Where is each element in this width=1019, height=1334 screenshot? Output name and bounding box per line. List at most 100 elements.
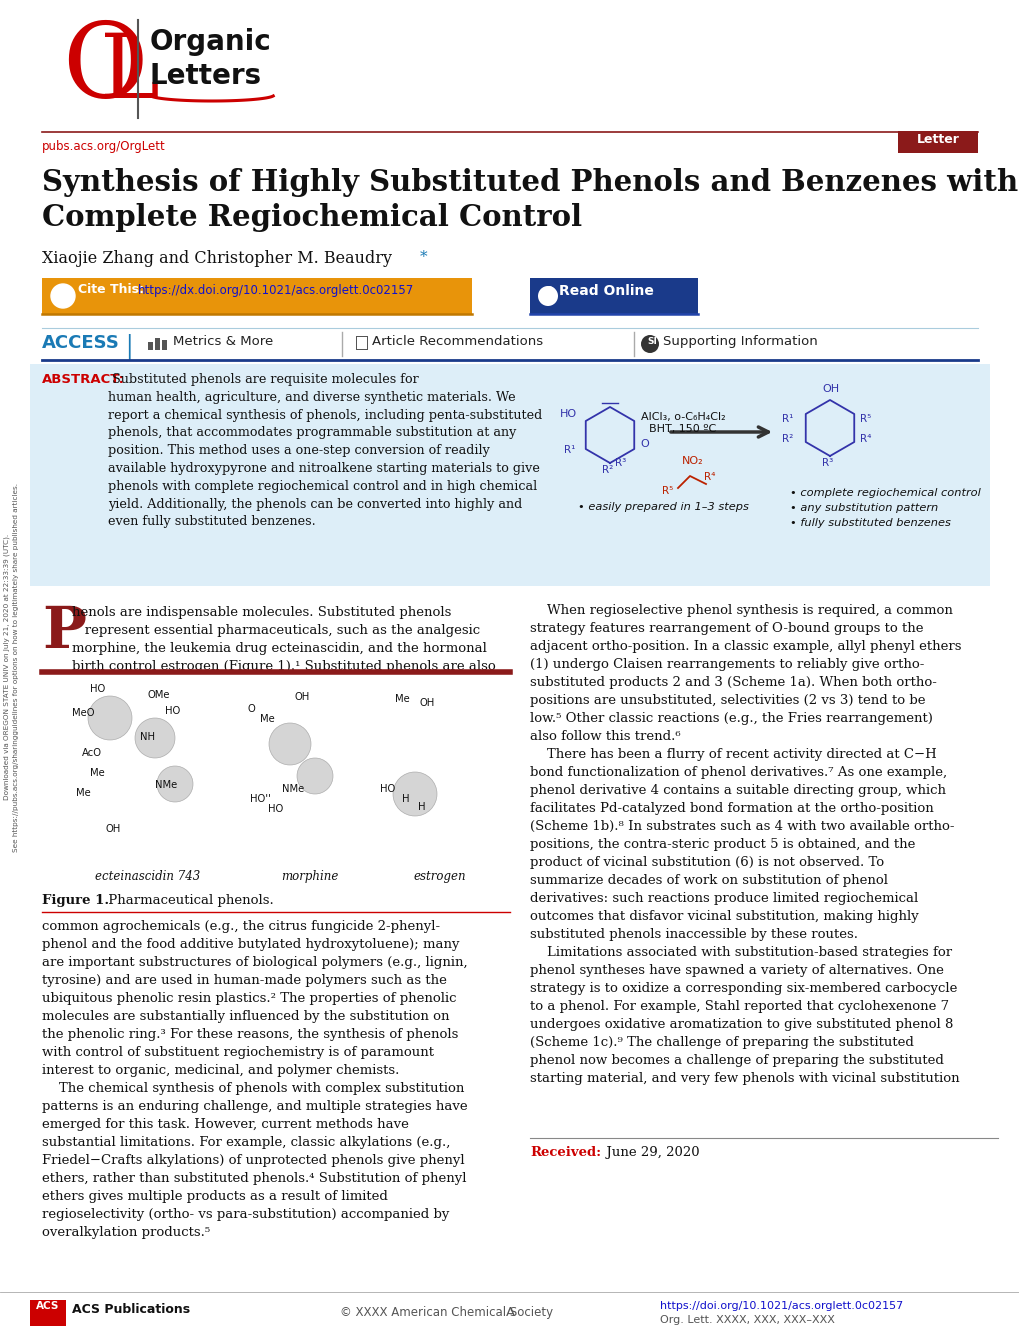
Text: pubs.acs.org/OrgLett: pubs.acs.org/OrgLett [42, 140, 166, 153]
Text: R⁵: R⁵ [859, 414, 870, 424]
Text: • easily prepared in 1–3 steps: • easily prepared in 1–3 steps [578, 502, 748, 512]
Text: OH: OH [294, 692, 310, 702]
Text: ecteinascidin 743: ecteinascidin 743 [96, 870, 201, 883]
Text: MeO: MeO [72, 708, 95, 718]
Text: Me: Me [394, 694, 410, 704]
Text: HO: HO [90, 684, 105, 694]
Text: R⁴: R⁴ [703, 472, 714, 482]
Text: R⁴: R⁴ [859, 434, 870, 444]
Text: OMe: OMe [148, 690, 170, 700]
Text: A: A [505, 1306, 514, 1319]
Bar [30, 1301, 66, 1326]
Text: When regioselective phenol synthesis is required, a common
strategy features rea: When regioselective phenol synthesis is … [530, 604, 961, 1085]
Text: Org. Lett. XXXX, XXX, XXX–XXX: Org. Lett. XXXX, XXX, XXX–XXX [659, 1315, 835, 1325]
Text: R¹: R¹ [782, 414, 793, 424]
Text: R³: R³ [821, 458, 833, 468]
Text: ACCESS: ACCESS [42, 334, 120, 352]
Circle shape [88, 696, 131, 740]
Text: Letters: Letters [150, 61, 262, 89]
Text: NO₂: NO₂ [682, 456, 703, 466]
Text: • fully substituted benzenes: • fully substituted benzenes [790, 518, 950, 528]
Text: R³: R³ [614, 458, 626, 468]
Text: ◉: ◉ [540, 283, 555, 301]
Bar [357, 338, 367, 350]
Text: Downloaded via OREGON STATE UNIV on July 21, 2020 at 22:33:39 (UTC).
See https:/: Downloaded via OREGON STATE UNIV on July… [4, 483, 18, 851]
Text: HO: HO [268, 804, 283, 814]
Text: Supporting Information: Supporting Information [662, 335, 817, 348]
Text: Received:: Received: [530, 1146, 600, 1159]
Text: H: H [401, 794, 409, 804]
Bar [42, 277, 472, 313]
Text: ACS Publications: ACS Publications [72, 1303, 190, 1317]
Text: Synthesis of Highly Substituted Phenols and Benzenes with
Complete Regiochemical: Synthesis of Highly Substituted Phenols … [42, 168, 1017, 232]
Circle shape [135, 718, 175, 758]
Circle shape [157, 766, 193, 802]
Text: © XXXX American Chemical Society: © XXXX American Chemical Society [339, 1306, 552, 1319]
Text: ABSTRACT:: ABSTRACT: [42, 374, 125, 386]
Text: Letter: Letter [916, 133, 959, 145]
Text: SI: SI [646, 338, 656, 346]
Text: HO'': HO'' [250, 794, 271, 804]
Circle shape [537, 285, 557, 305]
Text: Metrics & More: Metrics & More [173, 335, 273, 348]
Text: HO: HO [380, 784, 395, 794]
Text: O: O [248, 704, 256, 714]
Text: HO: HO [165, 706, 180, 716]
Text: NMe: NMe [281, 784, 304, 794]
Bar [897, 131, 977, 153]
Bar [356, 336, 368, 350]
Text: AlCl₃, o-C₆H₄Cl₂
BHT, 150 ºC: AlCl₃, o-C₆H₄Cl₂ BHT, 150 ºC [640, 412, 725, 434]
Text: ACS: ACS [37, 1301, 60, 1311]
Text: Read Online: Read Online [558, 284, 653, 297]
Text: https://doi.org/10.1021/acs.orglett.0c02157: https://doi.org/10.1021/acs.orglett.0c02… [659, 1301, 903, 1311]
Bar [530, 277, 697, 313]
Text: *: * [420, 249, 427, 264]
Text: June 29, 2020: June 29, 2020 [597, 1146, 699, 1159]
Text: NH: NH [140, 732, 155, 742]
Text: O: O [639, 439, 648, 450]
Text: AcO: AcO [82, 748, 102, 758]
Text: R¹: R¹ [564, 446, 575, 455]
Text: • complete regiochemical control: • complete regiochemical control [790, 488, 980, 498]
Text: OH: OH [106, 824, 121, 834]
Text: R²: R² [782, 434, 793, 444]
Bar [42, 676, 510, 892]
Text: Me: Me [90, 768, 105, 778]
Text: Xiaojie Zhang and Christopher M. Beaudry: Xiaojie Zhang and Christopher M. Beaudry [42, 249, 391, 267]
Text: Cite This:: Cite This: [77, 283, 144, 296]
Text: HO: HO [559, 410, 577, 419]
Bar [155, 338, 160, 350]
Text: L: L [100, 29, 160, 117]
Bar [148, 342, 153, 350]
Circle shape [51, 284, 75, 308]
Bar [162, 340, 167, 350]
Text: morphine: morphine [281, 870, 338, 883]
Text: ✓: ✓ [56, 283, 71, 301]
Text: common agrochemicals (e.g., the citrus fungicide 2-phenyl-
phenol and the food a: common agrochemicals (e.g., the citrus f… [42, 920, 467, 1239]
Text: Me: Me [260, 714, 274, 724]
Text: Article Recommendations: Article Recommendations [372, 335, 542, 348]
Text: Pharmaceutical phenols.: Pharmaceutical phenols. [104, 894, 273, 907]
Text: estrogen: estrogen [414, 870, 466, 883]
Circle shape [269, 723, 311, 764]
Text: henols are indispensable molecules. Substituted phenols
   represent essential p: henols are indispensable molecules. Subs… [72, 606, 495, 672]
Bar [30, 364, 989, 586]
Text: O: O [62, 17, 147, 120]
Text: R⁵: R⁵ [661, 486, 673, 496]
Text: Me: Me [76, 788, 91, 798]
Text: P: P [42, 604, 86, 660]
Circle shape [392, 772, 436, 816]
Circle shape [640, 335, 658, 354]
Text: H: H [418, 802, 425, 812]
Text: Substituted phenols are requisite molecules for
human health, agriculture, and d: Substituted phenols are requisite molecu… [108, 374, 542, 528]
Text: Figure 1.: Figure 1. [42, 894, 109, 907]
Text: R²: R² [601, 466, 612, 475]
Text: Organic: Organic [150, 28, 271, 56]
Text: • any substitution pattern: • any substitution pattern [790, 503, 937, 514]
Text: │: │ [122, 334, 136, 360]
Text: OH: OH [821, 384, 839, 394]
Text: OH: OH [420, 698, 435, 708]
Circle shape [297, 758, 332, 794]
Text: NMe: NMe [155, 780, 177, 790]
Text: https://dx.doi.org/10.1021/acs.orglett.0c02157: https://dx.doi.org/10.1021/acs.orglett.0… [138, 284, 414, 297]
